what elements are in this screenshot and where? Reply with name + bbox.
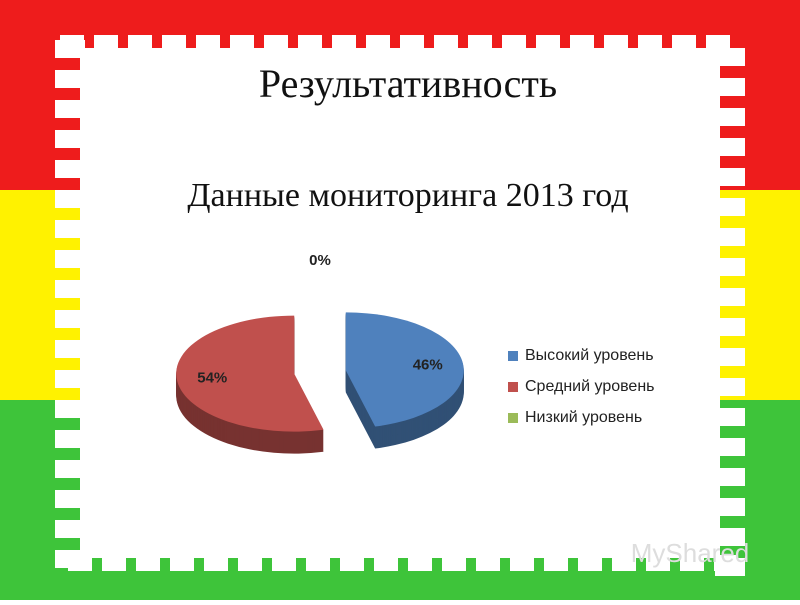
frame-tooth [238,555,262,571]
frame [55,35,745,576]
frame-tooth [55,400,85,418]
frame-tooth [715,198,745,216]
frame-tooth [715,288,745,306]
frame-tooth [715,258,745,276]
frame-tooth [272,555,296,571]
frame-tooth [715,228,745,246]
legend-label: Высокий уровень [525,347,654,364]
legend-swatch [508,413,518,423]
frame-tooth [298,35,322,51]
subtitle: Данные мониторинга 2013 год [187,177,628,214]
frame-tooth [136,555,160,571]
frame-tooth [715,78,745,96]
frame-tooth [715,348,745,366]
frame-tooth [468,35,492,51]
frame-tooth [55,340,85,358]
frame-tooth [502,35,526,51]
frame-tooth [715,318,745,336]
data-label: 46% [413,356,443,373]
frame-tooth [434,35,458,51]
frame-tooth [55,430,85,448]
frame-tooth [55,130,85,148]
frame-tooth [715,438,745,456]
data-label: 0% [309,252,331,269]
frame-tooth [162,35,186,51]
frame-tooth [55,460,85,478]
slice [176,315,324,432]
frame-tooth [680,555,704,571]
frame-tooth [170,555,194,571]
frame-tooth [55,490,85,508]
frame-tooth [196,35,220,51]
frame-tooth [55,70,85,88]
frame-tooth [715,468,745,486]
frame-tooth [55,250,85,268]
frame-tooth [544,555,568,571]
frame-tooth [638,35,662,51]
frame-tooth [55,220,85,238]
legend: Высокий уровень Средний уровень Низкий уро… [508,347,655,426]
frame-tooth [102,555,126,571]
legend-label: Средний уровень [525,378,655,395]
frame-tooth [476,555,500,571]
frame-tooth [55,280,85,298]
frame-tooth [715,108,745,126]
frame-tooth [264,35,288,51]
frame-tooth [715,528,745,546]
frame-tooth [715,498,745,516]
frame-tooth [536,35,560,51]
frame-tooth [55,520,85,538]
frame-tooth [55,370,85,388]
frame-tooth [442,555,466,571]
frame-tooth [570,35,594,51]
frame-tooth [230,35,254,51]
data-label: 54% [197,370,227,387]
watermark: MyShared [631,538,750,568]
frame-tooth [400,35,424,51]
legend-swatch [508,382,518,392]
frame-tooth [55,160,85,178]
frame-tooth [332,35,356,51]
frame-tooth [55,310,85,328]
frame-tooth [715,168,745,186]
frame-tooth [715,408,745,426]
frame-tooth [715,558,745,576]
frame-tooth [408,555,432,571]
frame-tooth [128,35,152,51]
frame-tooth [374,555,398,571]
card [80,48,720,558]
slice [345,312,464,427]
frame-tooth [55,100,85,118]
title: Результативность [259,61,557,106]
frame-tooth [715,48,745,66]
frame-tooth [366,35,390,51]
frame-tooth [715,378,745,396]
frame-tooth [672,35,696,51]
frame-tooth [604,35,628,51]
frame-tooth [94,35,118,51]
frame-tooth [578,555,602,571]
legend-label: Низкий уровень [525,409,642,426]
frame-tooth [340,555,364,571]
frame-tooth [612,555,636,571]
frame-tooth [55,190,85,208]
frame-tooth [715,138,745,156]
frame-tooth [706,35,730,51]
frame-tooth [646,555,670,571]
frame-tooth [204,555,228,571]
frame-tooth [55,550,85,568]
frame-tooth [55,40,85,58]
frame-tooth [510,555,534,571]
frame-tooth [306,555,330,571]
legend-swatch [508,351,518,361]
pie: 46% 54% 0% [176,252,464,454]
